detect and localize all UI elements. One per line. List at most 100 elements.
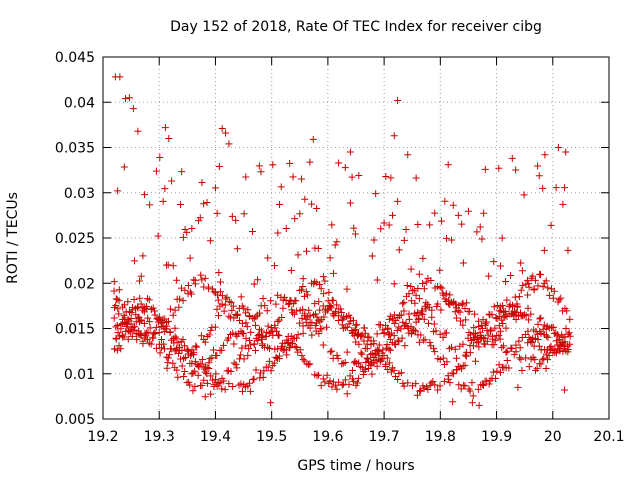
data-point — [549, 323, 557, 331]
data-point — [379, 346, 387, 354]
data-point — [207, 372, 215, 380]
data-point — [378, 355, 386, 363]
data-point — [479, 334, 487, 342]
data-point — [277, 183, 285, 191]
data-point — [156, 349, 164, 357]
data-point — [113, 322, 121, 330]
data-point — [294, 331, 302, 339]
data-point — [337, 305, 345, 313]
data-point — [385, 221, 393, 229]
data-point — [288, 306, 296, 314]
data-point — [436, 382, 444, 390]
data-point — [496, 335, 504, 343]
data-point — [291, 342, 299, 350]
data-point — [355, 359, 363, 367]
data-point — [304, 291, 312, 299]
data-point — [326, 302, 334, 310]
data-point — [535, 172, 543, 180]
data-point — [220, 377, 228, 385]
data-point — [164, 261, 172, 269]
data-point — [201, 274, 209, 282]
data-point — [380, 219, 388, 227]
data-point — [166, 305, 174, 313]
data-point — [543, 332, 551, 340]
data-point — [534, 162, 542, 170]
y-tick-label: 0.01 — [64, 367, 95, 383]
data-point — [215, 312, 223, 320]
data-point — [149, 304, 157, 312]
data-point — [384, 325, 392, 333]
y-tick-label: 0.03 — [64, 186, 95, 202]
data-point — [358, 350, 366, 358]
data-point — [428, 306, 436, 314]
data-point — [466, 307, 474, 315]
data-point — [391, 319, 399, 327]
data-point — [179, 297, 187, 305]
data-point — [200, 200, 208, 208]
data-point — [333, 238, 341, 246]
data-point — [456, 308, 464, 316]
data-point — [258, 327, 265, 335]
data-point — [452, 354, 460, 362]
data-point — [127, 328, 135, 336]
data-point — [565, 329, 573, 337]
data-point — [343, 348, 351, 356]
data-point — [189, 369, 197, 377]
data-point — [191, 358, 199, 366]
data-point — [223, 293, 231, 301]
data-point — [141, 191, 149, 199]
data-point — [255, 162, 263, 170]
data-point — [503, 356, 511, 364]
data-point — [144, 314, 152, 322]
data-point — [314, 316, 322, 324]
data-point — [399, 318, 407, 326]
data-point — [493, 367, 501, 375]
data-point — [407, 282, 415, 290]
data-point — [524, 291, 532, 299]
data-point — [156, 153, 164, 161]
data-point — [194, 371, 202, 379]
data-point — [518, 366, 526, 374]
data-point — [488, 311, 496, 319]
data-point — [419, 279, 427, 287]
data-point — [149, 334, 157, 342]
data-point — [411, 299, 419, 307]
data-point — [475, 401, 483, 409]
data-point — [373, 276, 381, 284]
data-point — [517, 286, 525, 294]
data-point — [133, 336, 141, 344]
data-point — [213, 291, 221, 299]
data-point — [473, 228, 481, 236]
data-point — [265, 329, 273, 337]
data-point — [501, 307, 509, 315]
data-point — [203, 370, 211, 378]
data-point — [498, 234, 506, 242]
data-point — [328, 347, 336, 355]
data-point — [287, 267, 295, 275]
data-point — [394, 336, 402, 344]
data-point — [478, 235, 486, 243]
data-point — [306, 158, 314, 166]
data-point — [240, 304, 248, 312]
x-tick-label: 19.6 — [312, 429, 343, 445]
data-point — [243, 323, 251, 331]
data-point — [442, 329, 450, 337]
data-point — [139, 340, 147, 348]
data-point — [315, 298, 323, 306]
data-point — [398, 334, 406, 342]
data-point — [402, 225, 410, 233]
data-point — [227, 299, 235, 307]
data-point — [450, 370, 458, 378]
data-point — [458, 220, 466, 228]
data-point — [436, 356, 444, 364]
data-point — [534, 282, 542, 290]
data-point — [525, 363, 533, 371]
data-point — [540, 246, 548, 254]
data-point — [522, 312, 530, 320]
data-point — [124, 335, 132, 343]
data-point — [395, 338, 403, 346]
y-tick-label: 0.005 — [55, 412, 95, 428]
data-point — [524, 327, 532, 335]
data-point — [258, 335, 266, 343]
data-point — [110, 314, 118, 322]
